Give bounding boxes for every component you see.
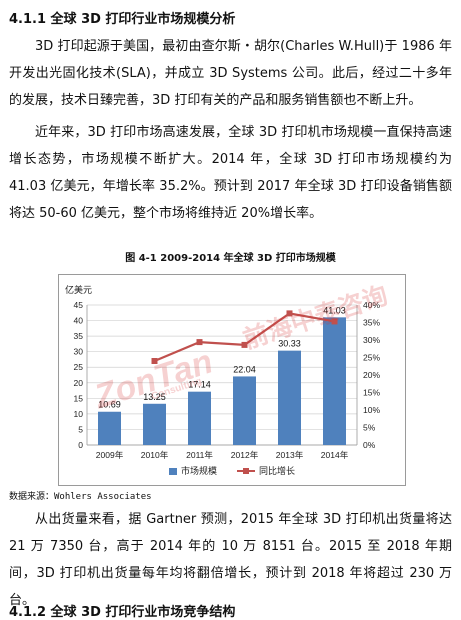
y2-tick-label: 30%: [363, 335, 380, 345]
line-point: [331, 318, 338, 325]
line-point: [241, 341, 248, 348]
y2-tick-label: 0%: [363, 440, 376, 450]
legend-label-market-size: 市场规模: [181, 465, 217, 476]
y2-tick-label: 25%: [363, 353, 380, 363]
y-tick-label: 30: [74, 347, 84, 357]
y-tick-label: 40: [74, 316, 84, 326]
x-tick-label: 2012年: [231, 450, 259, 460]
y-tick-label: 20: [74, 378, 84, 388]
legend-swatch-market-size: [169, 468, 177, 475]
chart-frame: 亿美元 0 5 10 15 20 25 30 35 40 45 0% 5% 10% 15% 20% 25% 30%…: [58, 274, 406, 486]
bar-data-label: 30.33: [278, 339, 301, 349]
bar-data-label: 41.03: [323, 305, 346, 315]
section-title-4-1-1: 4.1.1 全球 3D 打印行业市场规模分析: [9, 12, 236, 27]
y2-tick-label: 20%: [363, 370, 380, 380]
y-tick-label: 0: [78, 440, 83, 450]
y-tick-label: 15: [74, 393, 84, 403]
bar-market-size: [233, 376, 256, 445]
line-point: [151, 358, 158, 364]
section-title-4-1-2: 4.1.2 全球 3D 打印行业市场竞争结构: [9, 605, 236, 620]
x-tick-label: 2010年: [141, 450, 169, 460]
x-tick-label: 2011年: [186, 450, 213, 460]
bar-market-size: [143, 403, 166, 445]
y2-tick-label: 35%: [363, 318, 380, 328]
bar-market-size: [98, 411, 121, 445]
bar-data-label: 17.14: [188, 380, 211, 390]
y-tick-label: 10: [74, 409, 84, 419]
y-tick-label: 25: [74, 362, 84, 372]
x-tick-label: 2013年: [276, 450, 304, 460]
legend-label-growth: 同比增长: [259, 465, 295, 476]
bar-market-size: [323, 317, 346, 445]
figure-source: 数据来源：Wohlers Associates: [9, 492, 152, 502]
line-point: [196, 339, 203, 346]
x-tick-label: 2014年: [321, 450, 349, 460]
y2-tick-label: 5%: [363, 423, 376, 433]
combo-chart: 亿美元 0 5 10 15 20 25 30 35 40 45 0% 5% 10% 15% 20% 25% 30%…: [65, 284, 380, 476]
bar-data-label: 10.69: [98, 400, 121, 410]
bar-data-label: 13.25: [143, 392, 166, 402]
y-tick-label: 45: [74, 300, 84, 310]
bar-data-label: 22.04: [233, 364, 256, 374]
figure-caption: 图 4-1 2009-2014 年全球 3D 打印市场规模: [125, 253, 336, 264]
legend-swatch-growth-marker: [243, 468, 249, 474]
y2-tick-label: 10%: [363, 405, 380, 415]
y-tick-label: 5: [78, 424, 83, 434]
y2-tick-label: 40%: [363, 300, 380, 310]
paragraph-market-growth: 近年来，3D 打印市场高速发展，全球 3D 打印机市场规模一直保持高速增长态势，…: [9, 125, 452, 221]
bar-market-size: [188, 391, 211, 445]
paragraph-shipments: 从出货量来看，据 Gartner 预测，2015 年全球 3D 打印机出货量将达…: [9, 512, 452, 608]
x-tick-label: 2009年: [96, 450, 124, 460]
paragraph-origin: 3D 打印起源于美国，最初由查尔斯・胡尔(Charles W.Hull)于 19…: [9, 39, 452, 108]
bar-market-size: [278, 350, 301, 445]
y-axis-unit-label: 亿美元: [65, 284, 92, 295]
y2-tick-label: 15%: [363, 388, 380, 398]
line-point: [286, 310, 293, 317]
y-tick-label: 35: [74, 331, 84, 341]
